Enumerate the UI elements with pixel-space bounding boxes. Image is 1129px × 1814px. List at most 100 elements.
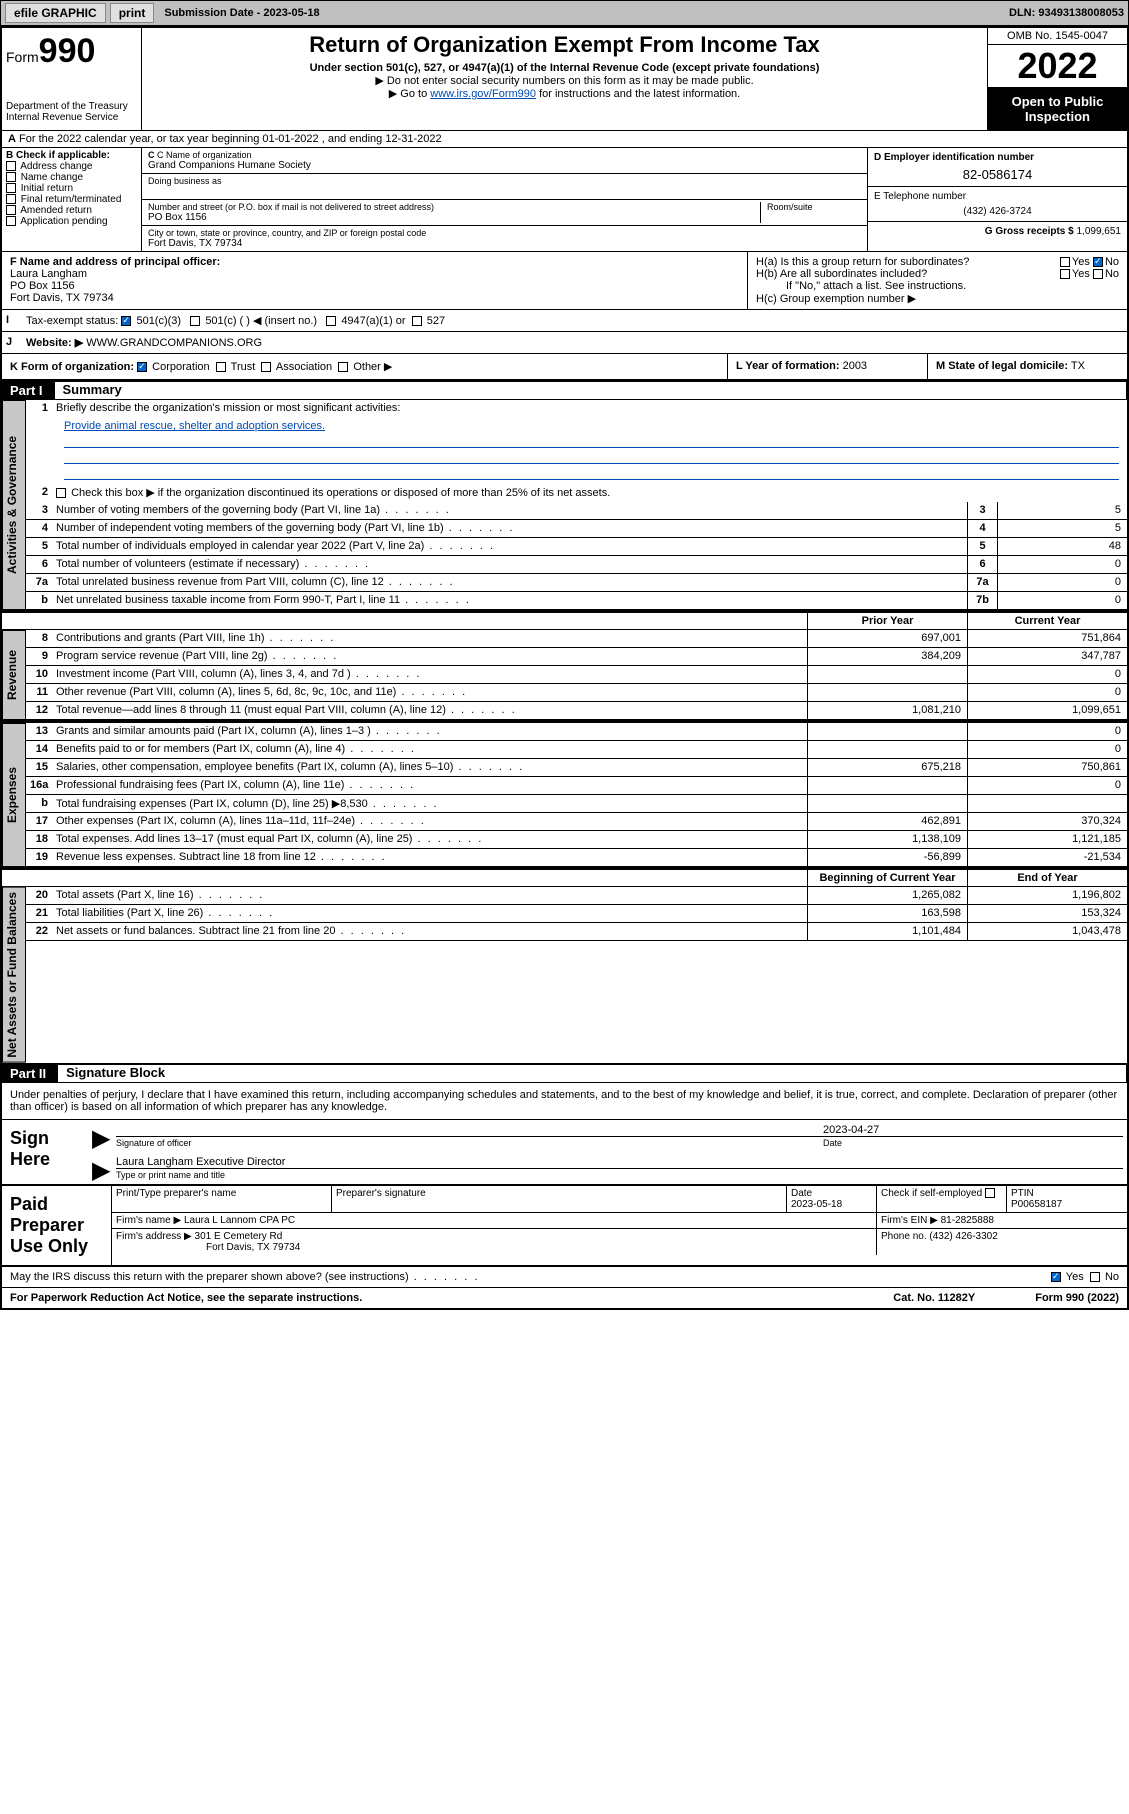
sect-exp: Expenses 13Grants and similar amounts pa…: [2, 721, 1127, 868]
summary-line: 19Revenue less expenses. Subtract line 1…: [26, 849, 1127, 867]
na-header: Beginning of Current Year End of Year: [2, 868, 1127, 887]
ein: 82-0586174: [874, 167, 1121, 182]
efile-button[interactable]: efile GRAPHIC: [5, 3, 106, 23]
row-f-h: F Name and address of principal officer:…: [2, 252, 1127, 310]
sect-rev: Revenue 8Contributions and grants (Part …: [2, 630, 1127, 721]
cb-option[interactable]: Address change: [6, 161, 137, 172]
form-number: Form990: [6, 32, 137, 71]
row-klm: K Form of organization: Corporation Trus…: [2, 354, 1127, 381]
firm-ein: 81-2825888: [941, 1215, 994, 1226]
cb-501c3[interactable]: [121, 316, 131, 326]
row-i: I Tax-exempt status: 501(c)(3) 501(c) ( …: [2, 310, 1127, 332]
summary-line: bNet unrelated business taxable income f…: [26, 592, 1127, 610]
cb-527[interactable]: [412, 316, 422, 326]
cb-other[interactable]: [338, 362, 348, 372]
col-de: D Employer identification number 82-0586…: [867, 148, 1127, 251]
cb-corp[interactable]: [137, 362, 147, 372]
irs-discuss-row: May the IRS discuss this return with the…: [2, 1267, 1127, 1287]
paid-preparer: Paid Preparer Use Only Print/Type prepar…: [2, 1186, 1127, 1267]
rev-header: Prior Year Current Year: [2, 611, 1127, 630]
summary-line: 6Total number of volunteers (estimate if…: [26, 556, 1127, 574]
form-title: Return of Organization Exempt From Incom…: [150, 32, 979, 58]
summary-line: 18Total expenses. Add lines 13–17 (must …: [26, 831, 1127, 849]
cb-4947[interactable]: [326, 316, 336, 326]
summary-line: 12Total revenue—add lines 8 through 11 (…: [26, 702, 1127, 720]
cb-option[interactable]: Name change: [6, 172, 137, 183]
sect-ag: Activities & Governance 1Briefly describ…: [2, 400, 1127, 611]
vtab-ag: Activities & Governance: [2, 400, 26, 610]
summary-line: 13Grants and similar amounts paid (Part …: [26, 723, 1127, 741]
summary-line: 11Other revenue (Part VIII, column (A), …: [26, 684, 1127, 702]
org-city: Fort Davis, TX 79734: [148, 238, 861, 249]
cb-trust[interactable]: [216, 362, 226, 372]
submission-date: Submission Date - 2023-05-18: [158, 7, 325, 19]
prep-date: 2023-05-18: [791, 1199, 842, 1210]
sect-na: Net Assets or Fund Balances 20Total asse…: [2, 887, 1127, 1064]
officer-name-title: Laura Langham Executive Director: [116, 1156, 1123, 1168]
sig-declaration: Under penalties of perjury, I declare th…: [2, 1083, 1127, 1120]
row-a-calendar: A For the 2022 calendar year, or tax yea…: [2, 131, 1127, 148]
summary-line: bTotal fundraising expenses (Part IX, co…: [26, 795, 1127, 813]
cb-option[interactable]: Amended return: [6, 205, 137, 216]
summary-line: 4Number of independent voting members of…: [26, 520, 1127, 538]
vtab-rev: Revenue: [2, 630, 26, 720]
col-b-checkboxes: B Check if applicable: Address change Na…: [2, 148, 142, 251]
cb-list: Address change Name change Initial retur…: [6, 161, 137, 227]
firm-addr: 301 E Cemetery Rd: [195, 1231, 283, 1242]
cb-501c[interactable]: [190, 316, 200, 326]
org-name: Grand Companions Humane Society: [148, 160, 861, 171]
officer-name: Laura Langham: [10, 268, 87, 280]
form-ref: Form 990 (2022): [1035, 1292, 1119, 1304]
cb-option[interactable]: Initial return: [6, 183, 137, 194]
sig-date: 2023-04-27: [823, 1124, 1123, 1136]
irs-link[interactable]: www.irs.gov/Form990: [430, 88, 536, 100]
part1-header: Part I Summary: [2, 381, 1127, 400]
summary-line: 15Salaries, other compensation, employee…: [26, 759, 1127, 777]
summary-line: 7aTotal unrelated business revenue from …: [26, 574, 1127, 592]
omb-number: OMB No. 1545-0047: [988, 28, 1127, 45]
col-c: C C Name of organization Grand Companion…: [142, 148, 867, 251]
summary-line: 3Number of voting members of the governi…: [26, 502, 1127, 520]
tax-year: 2022: [988, 45, 1127, 88]
row-j: J Website: ▶ WWW.GRANDCOMPANIONS.ORG: [2, 332, 1127, 354]
ssn-warning: Do not enter social security numbers on …: [150, 74, 979, 87]
print-button[interactable]: print: [110, 3, 155, 23]
summary-line: 14Benefits paid to or for members (Part …: [26, 741, 1127, 759]
top-toolbar: efile GRAPHIC print Submission Date - 20…: [0, 0, 1129, 26]
year-formation: 2003: [843, 360, 867, 372]
cb-option[interactable]: Application pending: [6, 216, 137, 227]
cb-discuss-yes[interactable]: [1051, 1272, 1061, 1282]
firm-phone: (432) 426-3302: [929, 1231, 997, 1242]
cb-self-employed[interactable]: [985, 1188, 995, 1198]
vtab-na: Net Assets or Fund Balances: [2, 887, 26, 1063]
summary-line: 9Program service revenue (Part VIII, lin…: [26, 648, 1127, 666]
phone: (432) 426-3724: [874, 206, 1121, 217]
dept-treasury: Department of the Treasury Internal Reve…: [6, 101, 137, 123]
mission-text: Provide animal rescue, shelter and adopt…: [26, 418, 1127, 484]
dln: DLN: 93493138008053: [1009, 7, 1124, 19]
summary-line: 22Net assets or fund balances. Subtract …: [26, 923, 1127, 941]
cb-assoc[interactable]: [261, 362, 271, 372]
firm-name: Laura L Lannom CPA PC: [184, 1215, 295, 1226]
cb-option[interactable]: Final return/terminated: [6, 194, 137, 205]
summary-line: 5Total number of individuals employed in…: [26, 538, 1127, 556]
org-address: PO Box 1156: [148, 212, 756, 223]
sign-here-row: Sign Here ▶ 2023-04-27 Signature of offi…: [2, 1120, 1127, 1186]
footer: For Paperwork Reduction Act Notice, see …: [2, 1287, 1127, 1308]
form-990: Form990 Department of the Treasury Inter…: [0, 26, 1129, 1310]
cb-discontinued[interactable]: [56, 488, 66, 498]
open-inspection: Open to Public Inspection: [988, 88, 1127, 130]
cb-discuss-no[interactable]: [1090, 1272, 1100, 1282]
state-domicile: TX: [1071, 360, 1085, 372]
goto-line: Go to www.irs.gov/Form990 for instructio…: [150, 87, 979, 100]
summary-line: 16aProfessional fundraising fees (Part I…: [26, 777, 1127, 795]
summary-line: 21Total liabilities (Part X, line 26)163…: [26, 905, 1127, 923]
part2-header: Part II Signature Block: [2, 1064, 1127, 1083]
form-subtitle: Under section 501(c), 527, or 4947(a)(1)…: [150, 62, 979, 74]
summary-line: 17Other expenses (Part IX, column (A), l…: [26, 813, 1127, 831]
summary-line: 20Total assets (Part X, line 16)1,265,08…: [26, 887, 1127, 905]
form-header: Form990 Department of the Treasury Inter…: [2, 28, 1127, 131]
vtab-exp: Expenses: [2, 723, 26, 867]
website: WWW.GRANDCOMPANIONS.ORG: [86, 337, 262, 349]
summary-line: 10Investment income (Part VIII, column (…: [26, 666, 1127, 684]
